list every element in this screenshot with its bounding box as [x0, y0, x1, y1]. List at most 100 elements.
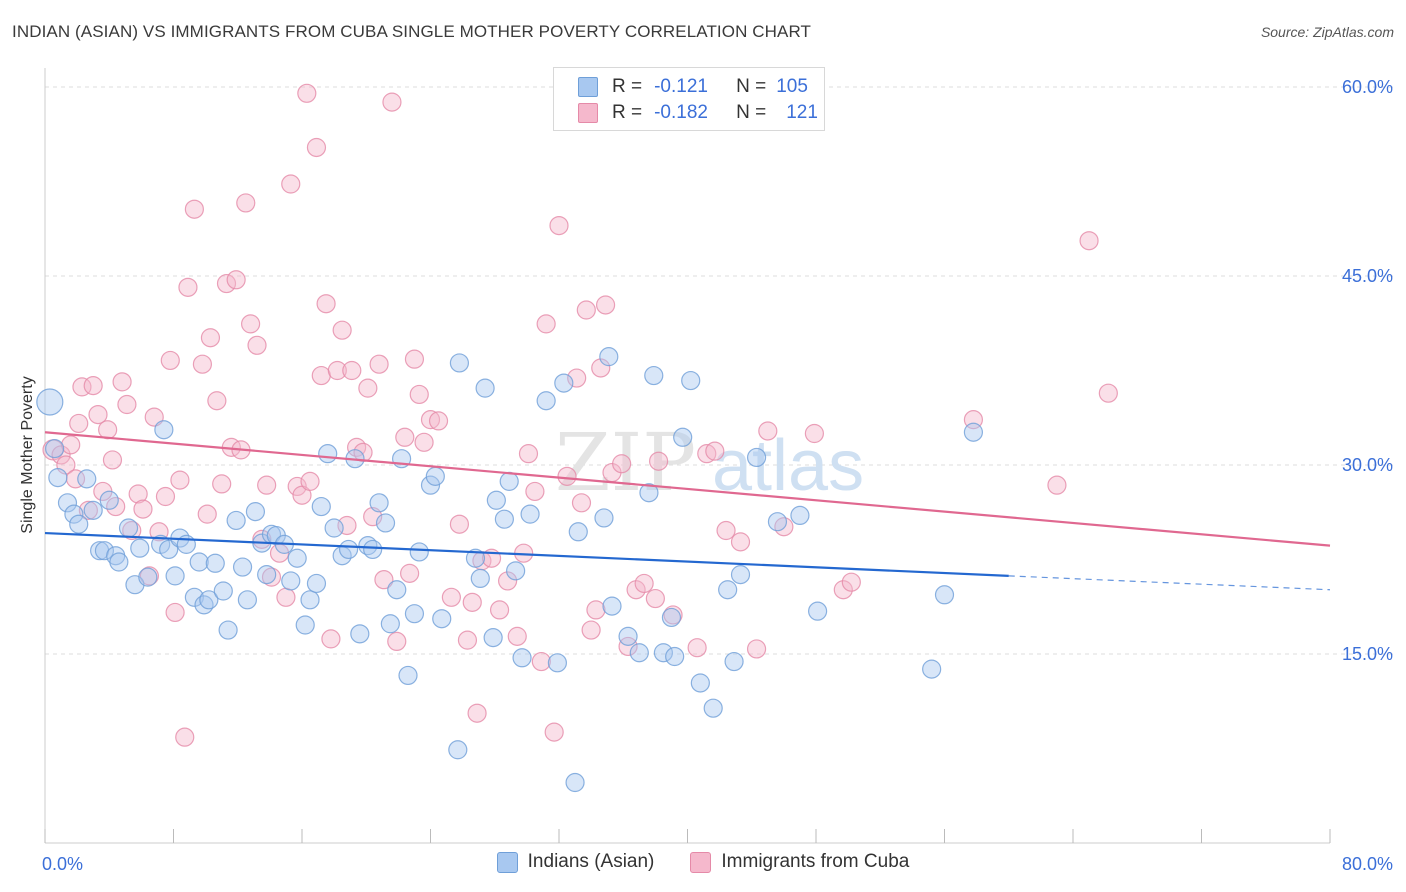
point-indians: [295, 615, 315, 635]
point-cuba: [212, 474, 232, 494]
point-cuba: [257, 475, 277, 495]
legend-n-label: N =: [736, 102, 767, 123]
point-cuba: [581, 620, 601, 640]
point-cuba: [1079, 231, 1099, 251]
point-indians: [475, 378, 495, 398]
x-tick-label: 0.0%: [42, 854, 83, 874]
point-cuba: [61, 435, 81, 455]
point-cuba: [586, 600, 606, 620]
point-indians: [338, 539, 359, 560]
point-indians: [644, 365, 664, 386]
point-cuba: [216, 273, 237, 294]
point-indians: [661, 607, 682, 628]
point-cuba: [571, 493, 592, 513]
point-indians: [199, 590, 219, 610]
point-indians: [363, 539, 383, 560]
point-indians: [499, 471, 519, 491]
point-cuba: [369, 354, 389, 374]
point-cuba: [311, 365, 331, 386]
point-cuba: [247, 335, 267, 355]
point-indians: [118, 518, 139, 538]
legend-row-cuba: R = -0.182 N = 121: [578, 101, 818, 125]
point-indians: [602, 596, 622, 616]
point-cuba: [441, 587, 461, 607]
point-indians: [448, 740, 468, 760]
legend-item-indians: Indians (Asian): [496, 851, 655, 873]
point-indians: [673, 427, 693, 447]
point-indians: [808, 601, 828, 621]
point-indians: [618, 626, 638, 646]
point-indians: [568, 522, 588, 542]
point-cuba: [88, 405, 108, 425]
point-cuba: [170, 470, 190, 490]
chart-title: INDIAN (ASIAN) VS IMMIGRANTS FROM CUBA S…: [12, 22, 812, 41]
point-indians: [350, 624, 370, 644]
point-cuba: [175, 727, 195, 747]
point-cuba: [281, 174, 301, 194]
point-cuba: [687, 638, 707, 658]
point-indians: [36, 388, 64, 416]
point-cuba: [241, 314, 261, 334]
point-indians: [703, 698, 723, 718]
point-indians: [311, 496, 331, 517]
point-cuba: [83, 376, 103, 396]
trend-line-cuba: [44, 431, 1331, 547]
point-indians: [64, 504, 84, 524]
point-cuba: [200, 328, 221, 348]
point-cuba: [112, 372, 132, 392]
point-cuba: [165, 602, 185, 623]
point-cuba: [697, 444, 717, 464]
legend-row-indians: R = -0.121 N = 105: [578, 75, 808, 99]
x-tick-label: 80.0%: [1342, 854, 1393, 874]
point-indians: [665, 646, 685, 667]
trend-lines: [44, 431, 1331, 591]
legend-r-value: -0.182: [654, 102, 708, 123]
point-indians: [432, 609, 452, 629]
point-cuba: [332, 320, 352, 340]
point-cuba: [531, 651, 551, 672]
point-cuba: [618, 636, 638, 657]
point-indians: [69, 514, 89, 534]
point-cuba: [387, 631, 407, 652]
legend-swatch-blue: [578, 77, 598, 97]
point-cuba: [645, 588, 665, 609]
point-indians: [57, 493, 78, 513]
point-indians: [746, 447, 767, 468]
point-indians: [420, 475, 441, 495]
point-cuba: [160, 350, 180, 371]
point-indians: [922, 659, 942, 679]
point-indians: [425, 466, 445, 486]
point-indians: [218, 620, 238, 640]
series-legend: Indians (Asian) Immigrants from Cuba: [0, 851, 1406, 873]
point-cuba: [1047, 475, 1067, 495]
point-cuba: [184, 199, 204, 219]
point-cuba: [1098, 383, 1118, 403]
point-cuba: [226, 270, 246, 290]
point-cuba: [358, 378, 378, 398]
point-indians: [639, 483, 659, 503]
point-indians: [184, 587, 204, 607]
point-cuba: [525, 481, 545, 502]
point-cuba: [102, 450, 123, 470]
point-cuba: [730, 532, 751, 552]
legend-swatch-pink: [690, 851, 712, 873]
point-indians: [594, 508, 614, 528]
legend-r-value: -0.121: [654, 76, 708, 97]
point-indians: [449, 353, 470, 373]
legend-n-value: 121: [786, 102, 818, 123]
legend-label-indians: Indians (Asian): [527, 851, 655, 872]
y-axis-title: Single Mother Poverty: [19, 376, 36, 534]
point-indians: [257, 565, 277, 585]
point-cuba: [518, 444, 539, 464]
point-cuba: [557, 466, 577, 486]
point-indians: [790, 505, 810, 526]
point-cuba: [122, 520, 142, 541]
point-indians: [130, 538, 150, 558]
point-cuba: [841, 572, 861, 592]
point-cuba: [139, 566, 160, 586]
legend-n-label: N =: [736, 76, 767, 97]
point-indians: [380, 614, 400, 634]
point-cuba: [316, 294, 336, 314]
point-cuba: [236, 193, 256, 213]
